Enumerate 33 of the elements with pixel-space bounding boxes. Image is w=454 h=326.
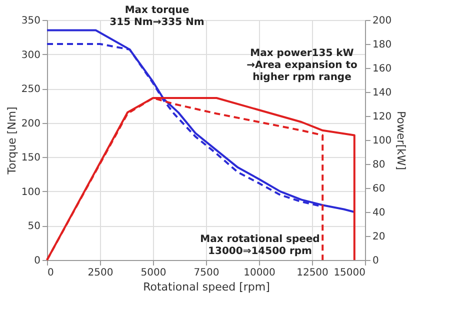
y2-tick-label: 20 (372, 232, 386, 242)
annotation: Max rotational speed 13000⇒14500 rpm (200, 234, 320, 257)
y2-tick-label: 40 (372, 208, 386, 218)
line-series (46, 29, 356, 213)
x-tick-label: 10000 (244, 268, 276, 278)
y2-tick-label: 80 (372, 160, 386, 170)
y2-tick-label: 160 (372, 64, 392, 74)
y-tick-label: 300 (21, 50, 40, 61)
y2-tick-label: 0 (372, 256, 379, 266)
y2-tick-label: 180 (372, 40, 392, 50)
x-tick-label: 12500 (296, 268, 328, 278)
y2-tick-label: 60 (372, 184, 386, 194)
y2-axis-title: Power[kW] (394, 110, 408, 170)
x-tick-label: 7500 (194, 268, 220, 278)
y-tick-label: 50 (28, 221, 40, 232)
x-tick-label: 5000 (140, 268, 166, 278)
x-tick-label: 0 (48, 268, 54, 278)
y2-tick-label: 140 (372, 88, 392, 98)
y2-tick-label: 200 (372, 16, 392, 26)
y-tick-label: 250 (21, 84, 40, 96)
y-tick-label: 0 (34, 256, 40, 266)
y-tick-label: 200 (21, 118, 40, 130)
y2-tick-label: 100 (372, 136, 392, 146)
y-tick-label: 100 (21, 186, 40, 198)
y-axis-title: Torque [Nm] (5, 106, 18, 176)
x-tick-label: 2500 (88, 268, 114, 278)
annotation: Max torque 315 Nm→335 Nm (110, 5, 204, 28)
y-tick-label: 350 (21, 16, 40, 26)
x-axis-title: Rotational speed [rpm] (143, 280, 270, 294)
y2-tick-label: 120 (372, 112, 392, 122)
x-tick-label: 15000 (334, 268, 366, 278)
y-tick-label: 150 (21, 152, 40, 164)
annotation: Max power135 kW →Area expansion to higher rpm range (246, 48, 358, 83)
